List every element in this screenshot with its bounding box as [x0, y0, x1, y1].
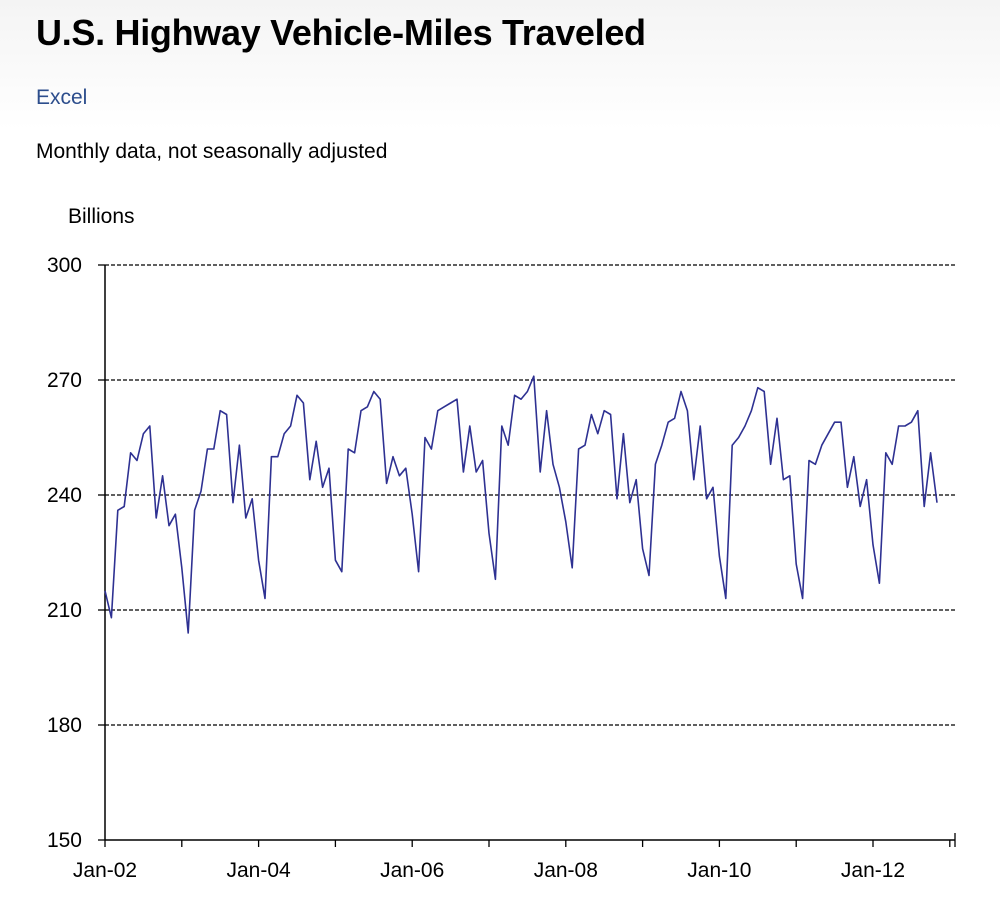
x-tick-label: Jan-04: [226, 859, 291, 882]
y-tick-label: 270: [47, 369, 82, 392]
x-tick-label: Jan-10: [687, 859, 751, 882]
y-tick-label: 240: [47, 484, 82, 507]
x-tick-label: Jan-02: [73, 859, 137, 882]
x-axis: Jan-02 Jan-04 Jan-06 Jan-08 Jan-10 Jan-12: [73, 833, 956, 882]
x-tick-label: Jan-12: [841, 859, 905, 882]
excel-download-link[interactable]: Excel: [36, 86, 88, 109]
x-tick-label: Jan-06: [380, 859, 444, 882]
y-tick-label: 180: [47, 714, 82, 737]
series-group: [104, 375, 938, 634]
y-tick-label: 300: [47, 254, 82, 277]
y-axis-unit-label: Billions: [68, 205, 135, 228]
x-tick-label: Jan-08: [534, 859, 598, 882]
y-tick-label: 150: [47, 829, 82, 852]
series-line: [104, 375, 938, 634]
header-band: [0, 0, 1000, 130]
page-title: U.S. Highway Vehicle-Miles Traveled: [36, 12, 646, 53]
y-tick-label: 210: [47, 599, 82, 622]
gridlines: [105, 264, 955, 726]
y-axis-ticks: 300 270 240 210 180 150: [47, 254, 105, 852]
chart-subtitle: Monthly data, not seasonally adjusted: [36, 140, 388, 163]
